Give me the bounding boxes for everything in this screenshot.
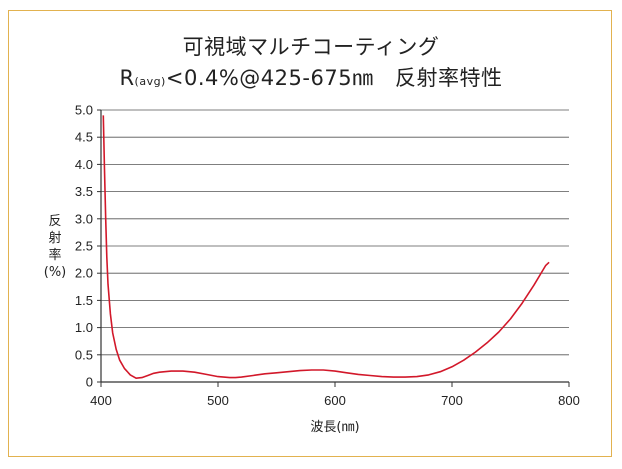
y-tick-label: 4.0 (75, 157, 93, 172)
y-tick-label: 2.5 (75, 239, 93, 254)
x-axis-label: 波長(㎚) (310, 420, 360, 435)
y-tick-label: 0 (86, 375, 93, 390)
subtitle-r: R (119, 66, 135, 90)
y-axis-label: 反 射 率 (%) (40, 213, 70, 281)
subtitle-rest: <0.4%@425-675㎚ 反射率特性 (165, 66, 503, 90)
x-tick-label: 500 (207, 393, 229, 408)
y-label-char-1: 反 (48, 214, 62, 229)
y-tick-label: 5.0 (75, 103, 93, 118)
y-label-char-2: 射 (48, 231, 62, 246)
y-tick-label: 1.5 (75, 293, 93, 308)
y-label-char-3: 率 (48, 248, 62, 263)
subtitle-avg: (avg) (134, 75, 166, 88)
x-tick-label: 700 (441, 393, 463, 408)
y-tick-label: 1.0 (75, 320, 93, 335)
reflectance-series-line (102, 115, 550, 379)
x-tick-label: 800 (558, 393, 580, 408)
x-tick-label: 400 (90, 393, 112, 408)
chart-title: 可視域マルチコーティング (182, 35, 440, 59)
chart-subtitle: R(avg)<0.4%@425-675㎚ 反射率特性 (0, 62, 622, 92)
y-label-unit: (%) (43, 265, 67, 280)
y-tick-label: 3.5 (75, 184, 93, 199)
y-tick-label: 4.5 (75, 130, 93, 145)
x-tick-label: 600 (324, 393, 346, 408)
y-tick-label: 0.5 (75, 347, 93, 362)
y-tick-label: 3.0 (75, 211, 93, 226)
y-tick-label: 2.0 (75, 266, 93, 281)
